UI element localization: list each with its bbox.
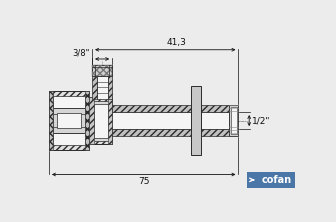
Bar	[112, 105, 229, 112]
Bar	[53, 96, 85, 145]
Bar	[247, 172, 295, 188]
Bar	[108, 97, 112, 144]
Bar	[57, 113, 81, 128]
Bar	[112, 112, 229, 129]
Bar	[49, 91, 53, 150]
Bar	[91, 101, 110, 141]
Text: 1/2": 1/2"	[252, 116, 271, 125]
Bar	[108, 76, 112, 99]
Text: 75: 75	[138, 177, 150, 186]
Bar	[94, 104, 108, 137]
Bar	[92, 65, 112, 76]
Bar	[112, 129, 229, 136]
Bar	[49, 91, 89, 150]
Bar	[97, 76, 108, 99]
Bar	[92, 76, 97, 99]
Text: cofan: cofan	[262, 175, 292, 185]
Bar	[229, 105, 239, 136]
Bar	[85, 91, 89, 150]
Bar	[89, 97, 94, 144]
Bar	[89, 97, 112, 144]
Bar	[53, 108, 85, 133]
Bar	[92, 65, 112, 76]
Bar	[231, 107, 237, 135]
Text: 41,3: 41,3	[167, 38, 187, 48]
Bar	[192, 86, 201, 155]
Text: 3/8": 3/8"	[73, 48, 90, 57]
